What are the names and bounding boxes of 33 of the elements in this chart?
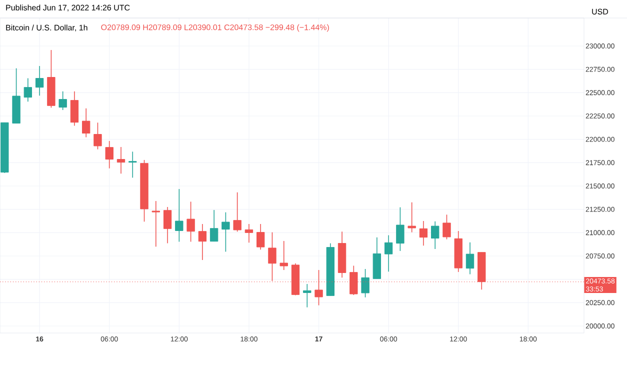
candlestick <box>442 214 451 240</box>
candlestick <box>105 140 114 169</box>
candlestick <box>210 210 218 242</box>
text: O20789.09 H20789.09 L20390.01 C20473.58 −299.48 (−1.44%) <box>101 24 329 32</box>
y-axis-title: USD <box>592 8 608 14</box>
candlestick <box>152 200 160 248</box>
candlestick <box>128 151 137 178</box>
candlestick <box>233 192 242 232</box>
candlestick <box>303 284 312 308</box>
candlestick <box>280 240 288 270</box>
text: Bitcoin / U.S. Dollar, 1h <box>6 24 88 32</box>
candlestick <box>431 220 440 250</box>
candlestick <box>94 122 102 150</box>
text: Published Jun 17, 2022 14:26 UTC <box>6 4 130 12</box>
candlestick <box>384 234 393 272</box>
candlestick <box>222 212 230 252</box>
candlestick <box>244 224 254 244</box>
candlestick <box>116 146 126 174</box>
candlestick <box>408 202 416 233</box>
candlestick <box>24 78 32 102</box>
candlestick <box>396 206 404 252</box>
candlestick <box>175 188 184 242</box>
candlestick <box>256 224 265 250</box>
candlestick <box>82 108 90 138</box>
candlestick <box>58 90 67 110</box>
candlestick <box>163 206 172 244</box>
candlestick <box>466 242 474 275</box>
candlestick <box>419 220 428 246</box>
candlestick <box>186 201 195 242</box>
candlestick <box>35 66 44 96</box>
candlestick <box>70 90 79 126</box>
candlestick <box>361 268 370 298</box>
candlestick <box>198 224 207 260</box>
